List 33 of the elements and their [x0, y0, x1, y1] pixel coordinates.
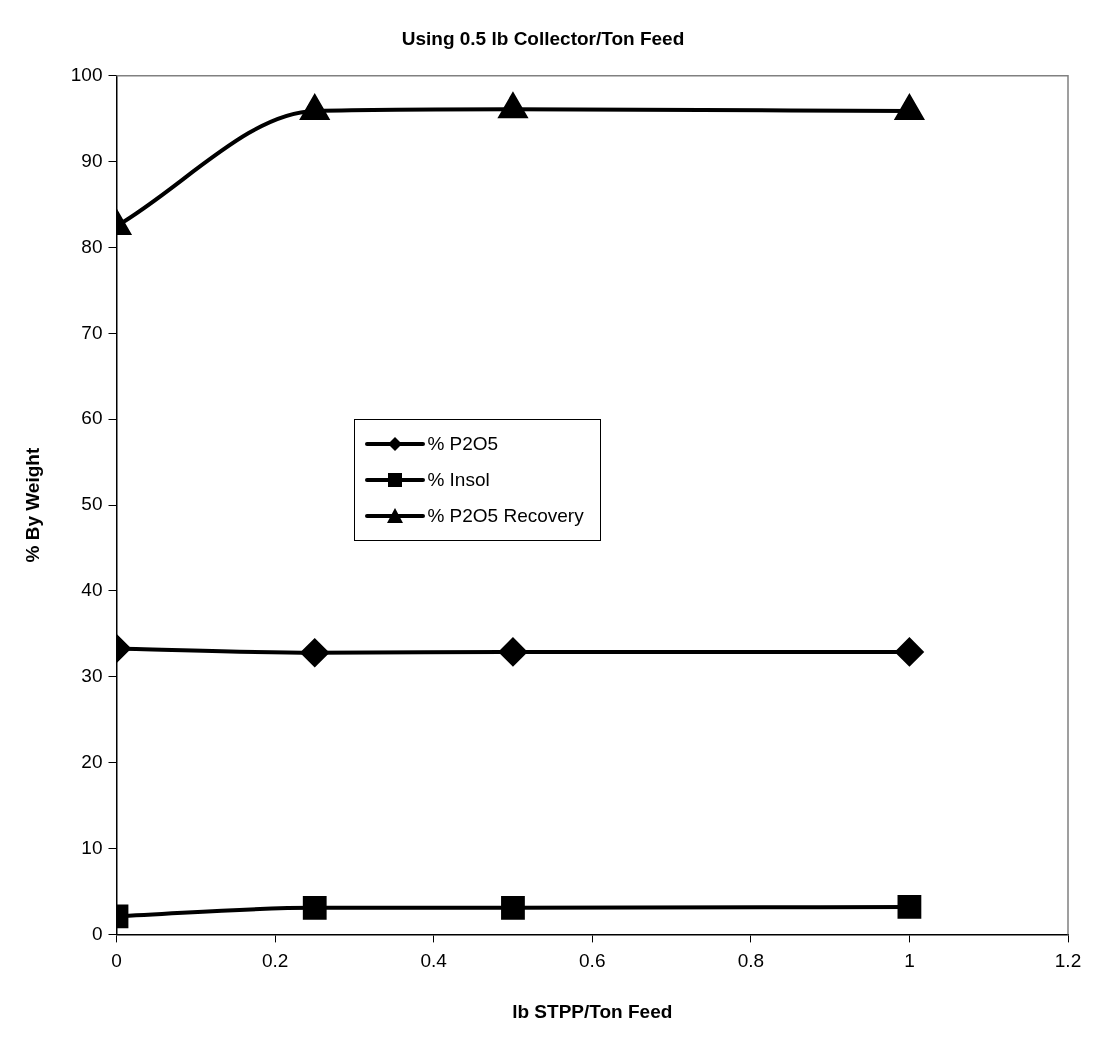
legend-label: % P2O5 Recovery: [427, 505, 584, 528]
x-tick-label: 0: [111, 950, 122, 972]
chart-title: Using 0.5 lb Collector/Ton Feed: [401, 27, 685, 49]
y-tick-label: 10: [81, 836, 103, 858]
y-tick-label: 90: [81, 149, 103, 171]
point: [895, 637, 924, 666]
point: [897, 895, 922, 919]
legend-label: % Insol: [427, 469, 490, 492]
point: [498, 93, 528, 119]
x-tick-label: 0.6: [579, 950, 606, 972]
point: [300, 638, 329, 667]
y-tick-label: 30: [81, 665, 103, 687]
y-tick-label: 70: [81, 321, 103, 343]
x-tick-label: 1: [904, 950, 915, 972]
y-tick-label: 40: [81, 579, 103, 601]
y-axis-title: % By Weight: [21, 447, 43, 563]
x-axis-title: lb STPP/Ton Feed: [512, 1000, 673, 1022]
x-tick-label: 0.8: [737, 950, 765, 972]
point: [895, 95, 924, 120]
legend-label: % P2O5: [427, 433, 499, 456]
point: [302, 895, 327, 920]
y-tick-label: 100: [70, 64, 103, 86]
y-tick-label: 60: [81, 407, 103, 429]
point: [501, 895, 525, 920]
y-tick-label: 80: [81, 235, 103, 257]
x-tick-label: 0.2: [261, 950, 289, 972]
x-tick-label: 1.2: [1054, 950, 1082, 972]
y-tick-label: 50: [81, 493, 103, 515]
point: [300, 95, 329, 120]
x-tick-label: 0.4: [420, 950, 448, 972]
y-tick-label: 20: [81, 750, 103, 772]
point: [498, 637, 527, 666]
y-tick-label: 0: [91, 922, 103, 944]
